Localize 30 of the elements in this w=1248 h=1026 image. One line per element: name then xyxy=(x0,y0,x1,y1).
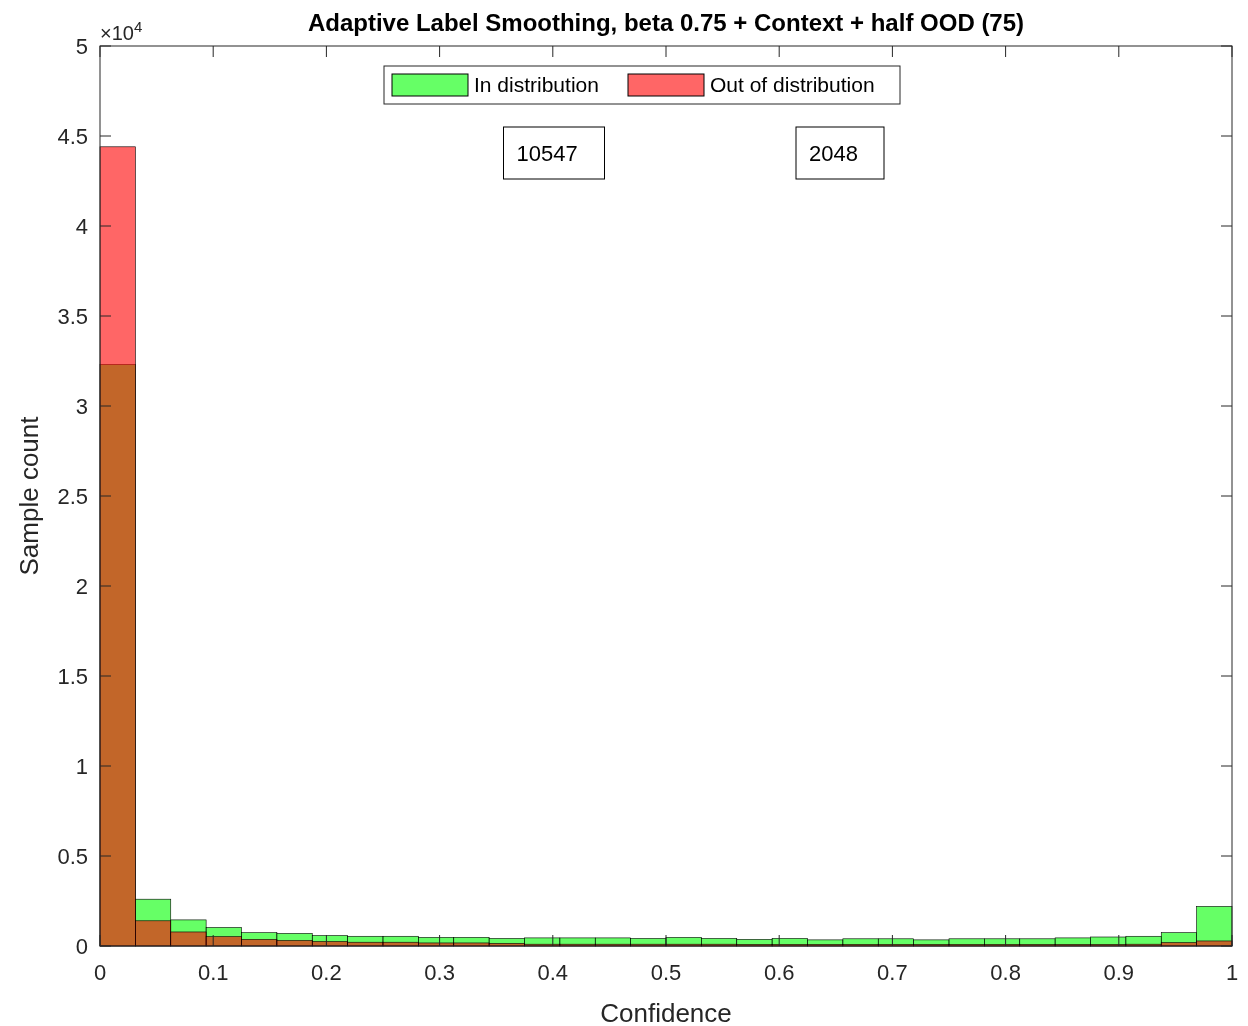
y-tick-label: 3.5 xyxy=(57,303,88,329)
x-tick-label: 0.4 xyxy=(537,960,569,985)
legend-label: In distribution xyxy=(474,73,599,97)
y-tick-label: 0 xyxy=(75,933,88,959)
x-axis-title: Confidence xyxy=(600,998,732,1026)
x-tick-label: 0.1 xyxy=(197,960,229,985)
y-tick-label: 5 xyxy=(75,33,88,59)
annotation: 10547 xyxy=(516,140,578,166)
y-tick-label: 1 xyxy=(75,753,88,779)
chart-title: Adaptive Label Smoothing, beta 0.75 + Context + half OOD (75) xyxy=(307,9,1025,36)
y-tick-label: 4.5 xyxy=(57,123,88,149)
y-tick-label: 2.5 xyxy=(57,483,88,509)
y-tick-label: 1.5 xyxy=(57,663,88,689)
legend-label: Out of distribution xyxy=(710,73,875,97)
y-tick-label: 3 xyxy=(75,393,88,419)
x-tick-label: 0.9 xyxy=(1103,960,1135,985)
x-tick-label: 0.2 xyxy=(311,960,342,985)
y-axis-title: Sample count xyxy=(14,415,44,576)
y-tick-label: 0.5 xyxy=(57,843,88,869)
x-tick-label: 0.8 xyxy=(990,960,1021,985)
x-tick-label: 0.6 xyxy=(763,960,795,985)
x-tick-label: 1 xyxy=(1225,960,1239,985)
x-tick-label: 0.5 xyxy=(650,960,682,985)
x-tick-label: 0 xyxy=(93,960,107,985)
x-tick-label: 0.3 xyxy=(424,960,455,985)
text: ×10$^{4}$ xyxy=(100,17,143,44)
y-tick-label: 2 xyxy=(75,573,88,599)
y-tick-label: 4 xyxy=(75,213,88,239)
x-tick-label: 0.7 xyxy=(877,960,908,985)
annotation: 2048 xyxy=(809,140,858,166)
